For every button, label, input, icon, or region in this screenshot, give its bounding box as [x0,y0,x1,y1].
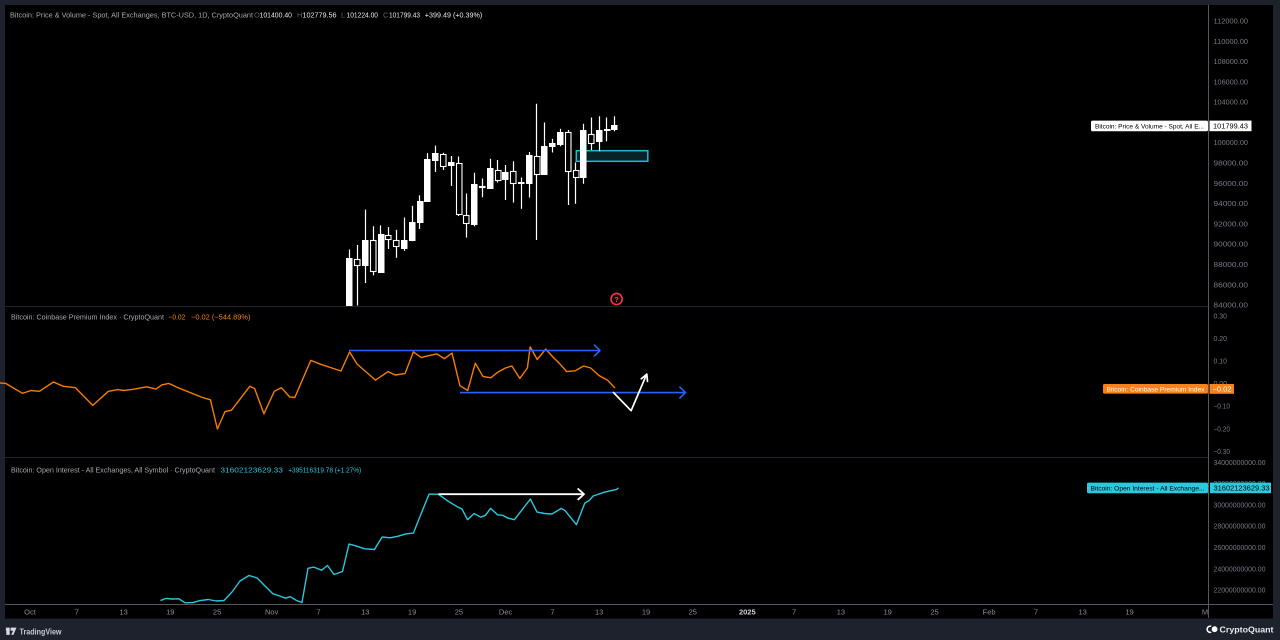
svg-text:C: C [383,10,389,19]
svg-text:101224.00: 101224.00 [347,10,379,19]
svg-text:L: L [341,10,345,19]
svg-text:25: 25 [930,608,938,617]
svg-text:TradingView: TradingView [20,627,63,636]
svg-text:19: 19 [884,608,892,617]
svg-text:Oct: Oct [24,608,37,617]
svg-text:88000.00: 88000.00 [1214,262,1249,269]
svg-text:Bitcoin: Price & Volume - Spot: Bitcoin: Price & Volume - Spot, All Exch… [10,10,254,19]
svg-text:Bitcoin: Open Interest - All E: Bitcoin: Open Interest - All Exchange... [1091,485,1205,492]
svg-text:25: 25 [689,608,697,617]
svg-text:19: 19 [408,608,416,617]
svg-text:7: 7 [1034,608,1038,617]
svg-text:25: 25 [213,608,221,617]
svg-text:7: 7 [792,608,796,617]
svg-text:0.30: 0.30 [1214,313,1228,320]
svg-text:−0.10: −0.10 [1214,404,1231,411]
svg-text:108000.00: 108000.00 [1214,59,1249,66]
svg-text:106000.00: 106000.00 [1214,79,1249,86]
svg-text:112000.00: 112000.00 [1214,19,1249,26]
svg-text:Nov: Nov [265,608,279,617]
svg-text:100000.00: 100000.00 [1214,140,1249,147]
svg-text:101799.43: 101799.43 [389,10,420,19]
svg-text:84000.00: 84000.00 [1214,303,1249,310]
svg-text:31602123629.33: 31602123629.33 [1214,484,1270,493]
svg-text:34000000000.00: 34000000000.00 [1214,460,1266,467]
svg-text:7: 7 [75,608,79,617]
svg-text:7: 7 [550,608,554,617]
svg-text:−0.02: −0.02 [1213,386,1232,393]
svg-text:92000.00: 92000.00 [1214,221,1249,228]
svg-text:−0.02 (−544.89%): −0.02 (−544.89%) [191,312,251,321]
svg-text:31602123629.33: 31602123629.33 [220,465,283,474]
svg-text:90000.00: 90000.00 [1214,242,1249,249]
svg-text:101799.43: 101799.43 [1213,123,1248,130]
svg-text:Bitcoin: Price & Volume - Spot: Bitcoin: Price & Volume - Spot, All E... [1095,123,1204,130]
svg-text:7: 7 [316,608,320,617]
svg-text:O: O [254,10,260,19]
svg-text:101400.40: 101400.40 [260,10,293,19]
svg-text:Bitcoin: Coinbase Premium Inde: Bitcoin: Coinbase Premium Index · Crypto… [11,312,165,321]
svg-text:Bitcoin: Coinbase Premium Inde: Bitcoin: Coinbase Premium Index [1107,386,1206,393]
svg-text:13: 13 [837,608,845,617]
svg-text:+399.49 (+0.39%): +399.49 (+0.39%) [425,10,483,19]
svg-text:H: H [297,10,302,19]
svg-text:13: 13 [119,608,127,617]
svg-text:28000000000.00: 28000000000.00 [1214,524,1266,531]
svg-text:13: 13 [361,608,369,617]
svg-text:19: 19 [642,608,650,617]
svg-text:26000000000.00: 26000000000.00 [1214,545,1266,552]
svg-text:22000000000.00: 22000000000.00 [1214,588,1266,595]
svg-text:+395116319.78 (+1.27%): +395116319.78 (+1.27%) [288,465,361,474]
svg-text:104000.00: 104000.00 [1214,100,1249,107]
svg-text:CryptoQuant: CryptoQuant [1220,624,1274,634]
svg-text:24000000000.00: 24000000000.00 [1214,566,1266,573]
svg-text:19: 19 [1125,608,1133,617]
svg-text:110000.00: 110000.00 [1214,39,1249,46]
svg-text:M: M [1202,608,1208,617]
svg-text:Dec: Dec [499,608,513,617]
svg-text:13: 13 [595,608,603,617]
svg-text:−0.30: −0.30 [1214,449,1231,456]
svg-text:30000000000.00: 30000000000.00 [1214,502,1266,509]
svg-text:−0.20: −0.20 [1214,426,1231,433]
svg-text:Bitcoin: Open Interest - All E: Bitcoin: Open Interest - All Exchanges, … [11,465,216,474]
svg-text:102779.56: 102779.56 [303,10,337,19]
svg-text:2025: 2025 [739,608,756,617]
svg-text:94000.00: 94000.00 [1214,201,1249,208]
svg-text:13: 13 [1079,608,1087,617]
svg-text:19: 19 [166,608,174,617]
svg-text:96000.00: 96000.00 [1214,181,1249,188]
svg-text:Feb: Feb [983,608,996,617]
svg-text:?: ? [614,295,619,304]
svg-text:0.10: 0.10 [1214,359,1228,366]
svg-text:0.20: 0.20 [1214,336,1228,343]
svg-text:25: 25 [455,608,463,617]
svg-text:86000.00: 86000.00 [1214,282,1249,289]
svg-text:−0.02: −0.02 [168,312,185,321]
svg-text:98000.00: 98000.00 [1214,161,1249,168]
